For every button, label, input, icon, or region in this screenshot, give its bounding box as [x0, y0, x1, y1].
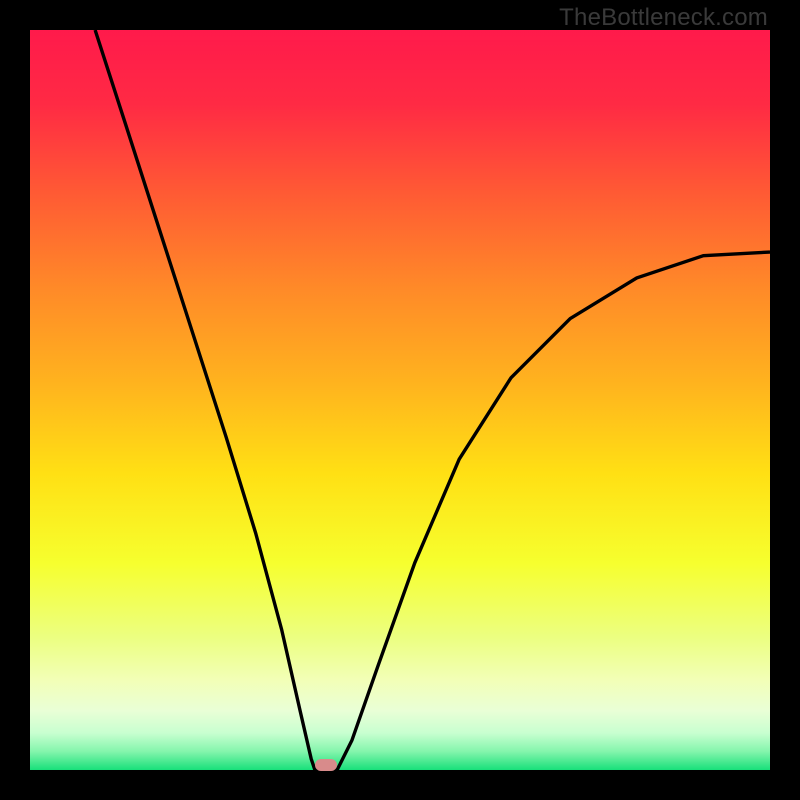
- chart-canvas: TheBottleneck.com: [0, 0, 800, 800]
- vertex-marker: [315, 759, 337, 771]
- watermark-text: TheBottleneck.com: [559, 4, 768, 32]
- bottleneck-curve: [30, 30, 770, 770]
- plot-area: [30, 30, 770, 770]
